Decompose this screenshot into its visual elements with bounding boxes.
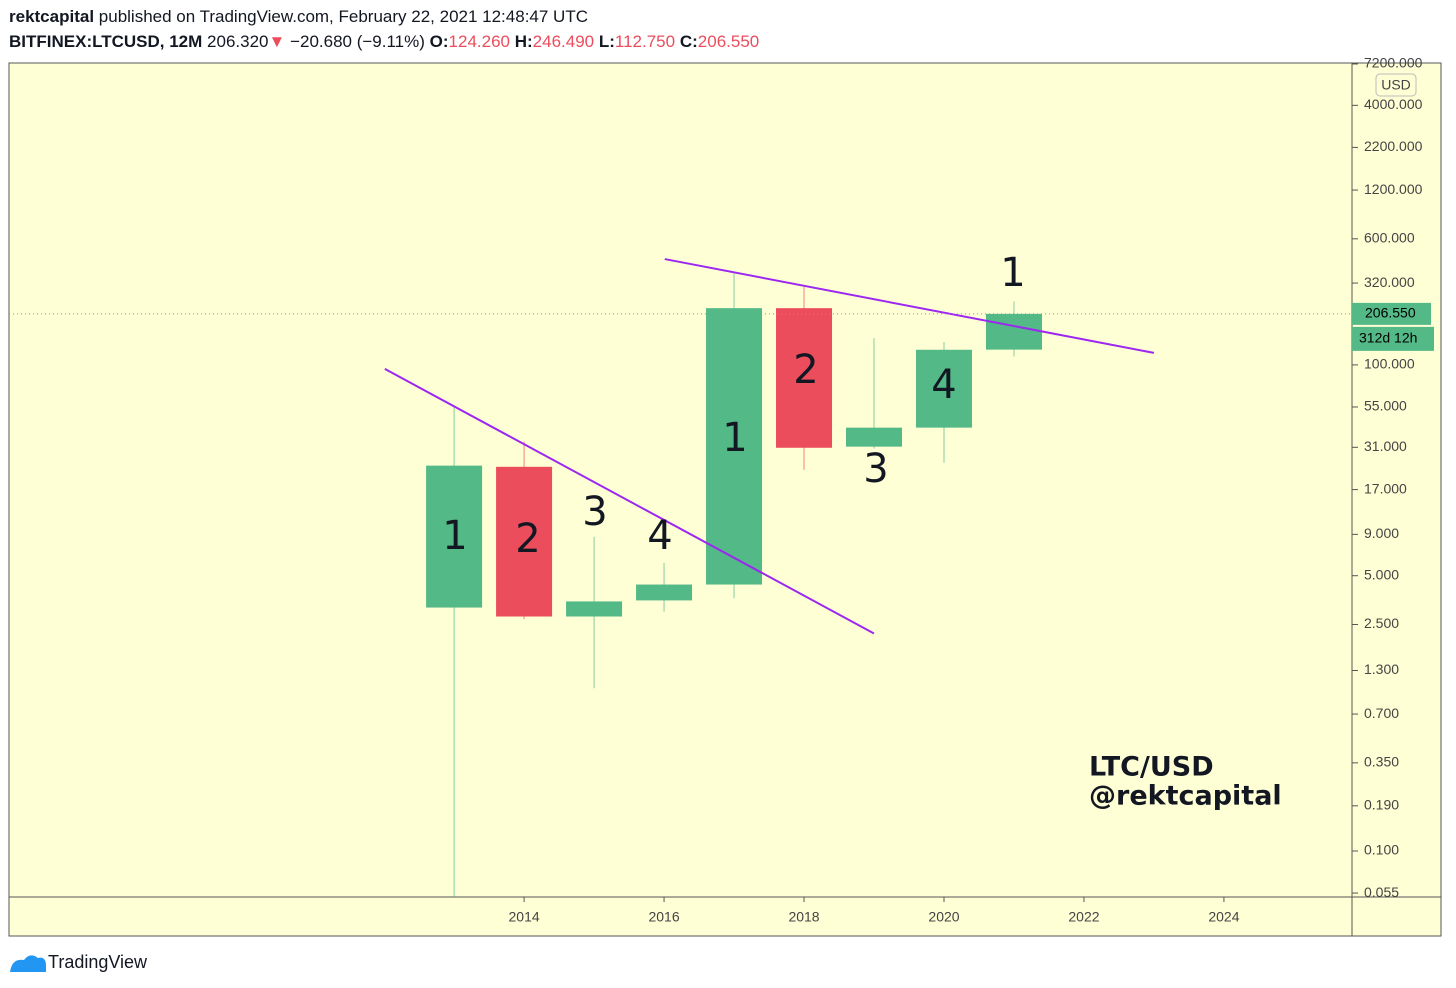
ohlc-key: H: (515, 32, 533, 51)
y-tick-label: 0.100 (1364, 842, 1399, 858)
published: published on TradingView.com, February 2… (99, 7, 588, 26)
y-tick-label: 4000.000 (1364, 96, 1423, 112)
x-tick-label: 2020 (928, 909, 959, 925)
y-tick-label: 9.000 (1364, 525, 1399, 541)
annotation: 3 (582, 489, 607, 535)
y-tick-label: 0.700 (1364, 705, 1399, 721)
x-tick-label: 2024 (1208, 909, 1239, 925)
y-tick-label: 1.300 (1364, 661, 1399, 677)
candle-body (776, 308, 833, 448)
y-tick-label: 2.500 (1364, 615, 1399, 631)
symbol: BITFINEX:LTCUSD, 12M (9, 32, 202, 51)
ohlc-value: 206.550 (698, 32, 759, 51)
watermark: LTC/USD (1089, 752, 1214, 783)
ohlc-value: 112.750 (615, 32, 675, 51)
y-tick-label: 7200.000 (1364, 55, 1423, 71)
plot (384, 258, 1155, 897)
last-price-label: 206.550 (1365, 305, 1416, 321)
annotation: 2 (793, 347, 818, 393)
annotation: 3 (863, 446, 888, 492)
x-tick-label: 2018 (788, 909, 819, 925)
y-tick-label: 55.000 (1364, 398, 1407, 414)
annotation: 1 (442, 513, 467, 559)
candle-body (846, 427, 903, 447)
last: 206.320 (207, 32, 268, 51)
candle-body (566, 601, 623, 617)
y-tick-label: 5.000 (1364, 566, 1399, 582)
currency: USD (1381, 77, 1411, 93)
candle-body (636, 584, 693, 601)
y-tick-label: 320.000 (1364, 274, 1415, 290)
candle-body (496, 466, 553, 617)
candle-body (706, 308, 763, 585)
annotation: 1 (1000, 250, 1025, 296)
author: rektcapital (9, 7, 94, 26)
y-tick-label: 1200.000 (1364, 181, 1423, 197)
trendline (664, 258, 1155, 354)
arrow: ▼ (269, 32, 286, 51)
annotation: 4 (931, 362, 956, 408)
ohlc-key: C: (680, 32, 698, 51)
ohlc-key: O: (430, 32, 449, 51)
annotation: 4 (647, 513, 672, 559)
ohlc-value: 246.490 (533, 32, 594, 51)
ohlc-value: 124.260 (449, 32, 510, 51)
candle-body (985, 313, 1042, 350)
candle-body (915, 349, 972, 428)
brand: TradingView (48, 952, 148, 972)
y-tick-label: 0.350 (1364, 754, 1399, 770)
countdown: 312d 12h (1359, 330, 1417, 346)
x-tick-label: 2014 (509, 909, 540, 925)
watermark: @rektcapital (1089, 781, 1282, 812)
y-tick-label: 0.190 (1364, 797, 1399, 813)
y-tick-label: 600.000 (1364, 230, 1415, 246)
trendline (384, 368, 875, 635)
symbol-line: BITFINEX:LTCUSD, 12M 206.320▼ −20.680 (−… (9, 32, 759, 51)
x-tick-label: 2022 (1068, 909, 1099, 925)
y-tick-label: 2200.000 (1364, 138, 1423, 154)
annotation: 1 (722, 415, 747, 461)
x-tick-label: 2016 (648, 909, 679, 925)
y-tick-label: 17.000 (1364, 480, 1407, 496)
candle-body (426, 465, 483, 608)
y-tick-label: 0.055 (1364, 884, 1399, 900)
y-tick-label: 100.000 (1364, 356, 1415, 372)
y-tick-label: 31.000 (1364, 438, 1407, 454)
currency-badge (1375, 73, 1417, 97)
header-line: rektcapital published on TradingView.com… (9, 7, 588, 26)
tradingview-logo: TradingView (10, 952, 148, 972)
last-price-box (1352, 302, 1431, 325)
annotation: 2 (515, 516, 540, 562)
ohlc-key: L: (599, 32, 615, 51)
change: −20.680 (−9.11%) (290, 32, 425, 51)
countdown-box (1352, 326, 1434, 351)
